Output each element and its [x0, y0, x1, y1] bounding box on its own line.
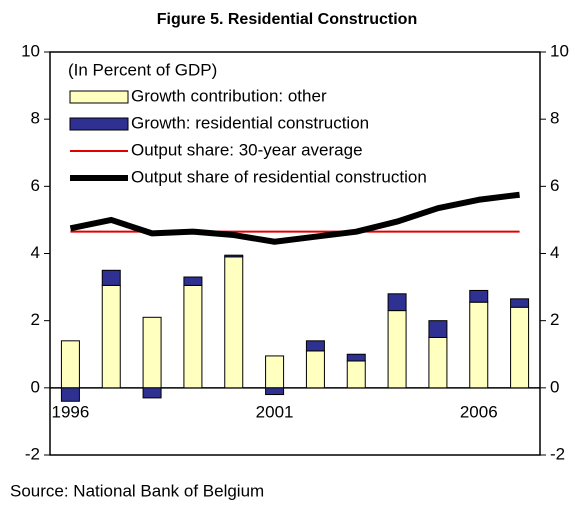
bar [387, 293, 407, 312]
y-tick-label: 2 [31, 310, 40, 329]
chart-title: Figure 5. Residential Construction [157, 11, 417, 28]
y-tick-label: -2 [25, 444, 40, 463]
bar [183, 276, 203, 286]
bar [387, 310, 407, 389]
bar [101, 269, 121, 286]
y2-tick-label: -2 [550, 444, 565, 463]
plot-frame [49, 51, 541, 456]
bar [60, 340, 80, 389]
bar [510, 298, 530, 308]
y2-tick-label: 10 [550, 41, 569, 60]
bar [346, 360, 366, 389]
y2-tick-label: 6 [550, 176, 559, 195]
y2-tick-label: 4 [550, 243, 559, 262]
y2-tick-label: 2 [550, 310, 559, 329]
bar [346, 353, 366, 362]
bar [183, 284, 203, 389]
x-tick-label: 1996 [52, 402, 90, 421]
y2-tick-label: 8 [550, 109, 559, 128]
annotation: (In Percent of GDP) [68, 60, 217, 79]
bar [305, 340, 325, 352]
legend-label: Growth contribution: other [131, 86, 327, 105]
source-note: Source: National Bank of Belgium [10, 481, 264, 500]
x-tick-label: 2001 [256, 402, 294, 421]
bar [142, 387, 162, 399]
bar [428, 320, 448, 338]
legend-label: Output share: 30-year average [131, 140, 363, 159]
bar [224, 256, 244, 389]
bar [142, 316, 162, 389]
legend-label: Output share of residential construction [131, 167, 427, 186]
bar [265, 355, 285, 389]
legend-swatch [69, 117, 129, 131]
bar [60, 387, 80, 402]
y-tick-label: 0 [31, 377, 40, 396]
bar [510, 306, 530, 389]
bar [428, 336, 448, 389]
bar [265, 387, 285, 396]
bar [101, 284, 121, 389]
bar [469, 301, 489, 389]
legend-swatch [69, 90, 129, 104]
y-tick-label: 6 [31, 176, 40, 195]
y-tick-label: 10 [21, 41, 40, 60]
bar [469, 289, 489, 303]
y-tick-label: 4 [31, 243, 40, 262]
y2-tick-label: 0 [550, 377, 559, 396]
line [69, 191, 520, 245]
bar [224, 254, 244, 258]
x-tick-label: 2006 [460, 402, 498, 421]
legend-label: Growth: residential construction [131, 113, 369, 132]
y-tick-label: 8 [31, 109, 40, 128]
bar [305, 350, 325, 389]
